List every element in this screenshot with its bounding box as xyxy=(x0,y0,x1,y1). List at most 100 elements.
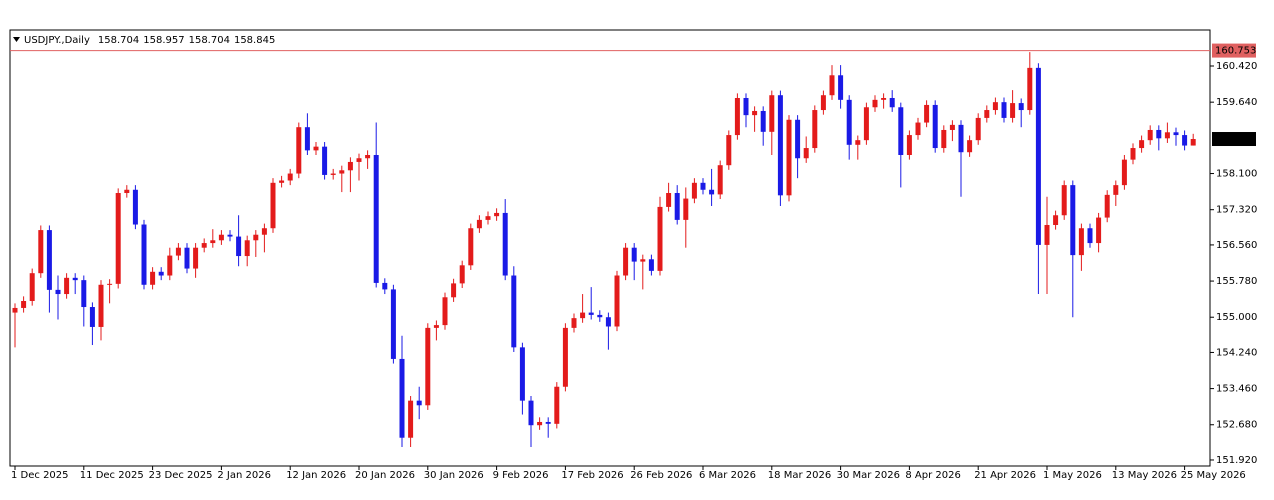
candle-body xyxy=(1182,135,1188,146)
candle-body xyxy=(984,110,990,118)
candle-body xyxy=(1173,132,1179,136)
x-tick-label: 26 Feb 2026 xyxy=(630,470,692,481)
candle-body xyxy=(141,224,147,285)
candle-body xyxy=(253,234,259,241)
candle-body xyxy=(580,312,586,319)
candle-body xyxy=(184,247,190,269)
price-line-label: 160.753 xyxy=(1215,46,1256,57)
candle-body xyxy=(339,170,345,174)
candle-body xyxy=(98,284,104,327)
candle-body xyxy=(992,102,998,111)
candle-body xyxy=(150,271,156,285)
header-high: 158.957 xyxy=(143,35,184,46)
candle-body xyxy=(967,140,973,153)
candle-body xyxy=(1156,129,1162,139)
header-open: 158.704 xyxy=(98,35,139,46)
candle-body xyxy=(640,259,646,262)
y-tick-label: 155.780 xyxy=(1216,276,1257,287)
candle-body xyxy=(416,400,422,406)
x-tick-label: 1 Dec 2025 xyxy=(11,470,69,481)
menu-triangle xyxy=(13,37,20,42)
candle-body xyxy=(519,347,525,401)
candle-body xyxy=(21,300,27,308)
candle-body xyxy=(769,95,775,132)
candle-body xyxy=(734,97,740,136)
candle-body xyxy=(683,198,689,220)
candle-body xyxy=(227,234,233,237)
candle-body xyxy=(889,97,895,108)
candle-body xyxy=(46,230,52,290)
candle-body xyxy=(1018,103,1024,111)
candle-body xyxy=(193,247,199,269)
candle-body xyxy=(270,182,276,229)
candle-body xyxy=(709,189,715,195)
candle-body xyxy=(89,307,95,327)
chart-title: USDJPY.,Daily xyxy=(24,35,90,46)
candle-body xyxy=(786,119,792,196)
candle-body xyxy=(12,307,18,313)
candle-body xyxy=(1010,103,1016,118)
candle-body xyxy=(545,421,551,424)
candle-body xyxy=(795,119,801,159)
y-tick-label: 155.000 xyxy=(1216,312,1257,323)
candle-body xyxy=(175,247,181,256)
candle-body xyxy=(700,182,706,190)
y-tick-label: 156.560 xyxy=(1216,240,1257,251)
candle-body xyxy=(81,280,87,308)
candle-body xyxy=(631,247,637,262)
candle-body xyxy=(752,110,758,116)
x-tick-label: 21 Apr 2026 xyxy=(974,470,1036,481)
x-tick-label: 8 Apr 2026 xyxy=(905,470,960,481)
candle-body xyxy=(218,234,224,241)
candle-body xyxy=(296,127,302,174)
candle-body xyxy=(1087,228,1093,244)
x-tick-label: 20 Jan 2026 xyxy=(355,470,415,481)
x-tick-label: 13 May 2026 xyxy=(1112,470,1177,481)
candle-body xyxy=(408,400,414,438)
candle-body xyxy=(356,158,362,162)
candle-body xyxy=(442,297,448,326)
candle-body xyxy=(476,219,482,229)
candle-body xyxy=(941,129,947,149)
candle-body xyxy=(915,122,921,136)
candle-body xyxy=(717,165,723,195)
candle-body xyxy=(313,146,319,151)
candle-body xyxy=(167,255,173,276)
candle-body xyxy=(648,259,654,271)
candle-body xyxy=(803,148,809,159)
candle-body xyxy=(881,97,887,100)
candle-body xyxy=(571,318,577,328)
candle-body xyxy=(1130,148,1136,160)
x-tick-label: 11 Dec 2025 xyxy=(80,470,144,481)
candle-body xyxy=(459,265,465,284)
candle-body xyxy=(1121,159,1127,186)
candle-body xyxy=(158,271,164,276)
y-tick-label: 157.320 xyxy=(1216,205,1257,216)
current-price-label: 158.845 xyxy=(1215,134,1256,145)
candle-body xyxy=(382,282,388,290)
candle-body xyxy=(132,189,138,225)
candle-body xyxy=(347,161,353,171)
candle-body xyxy=(760,110,766,132)
candle-body xyxy=(72,277,78,281)
candle-body xyxy=(261,228,267,235)
x-tick-label: 1 May 2026 xyxy=(1043,470,1102,481)
candle-body xyxy=(1035,67,1041,245)
candle-body xyxy=(365,155,371,159)
candle-body xyxy=(1096,217,1102,244)
candle-body xyxy=(1113,185,1119,195)
x-tick-label: 2 Jan 2026 xyxy=(217,470,271,481)
candle-body xyxy=(236,236,242,257)
candle-body xyxy=(872,99,878,108)
candle-body xyxy=(433,325,439,328)
candle-body xyxy=(1104,194,1110,218)
candle-body xyxy=(726,135,732,166)
candle-body xyxy=(1001,102,1007,118)
plot-frame xyxy=(9,29,1211,467)
candle-body xyxy=(244,240,250,257)
candle-body xyxy=(201,243,207,248)
candle-body xyxy=(304,127,310,151)
candle-body xyxy=(1147,129,1153,141)
candle-body xyxy=(1164,132,1170,139)
candle-body xyxy=(390,289,396,359)
